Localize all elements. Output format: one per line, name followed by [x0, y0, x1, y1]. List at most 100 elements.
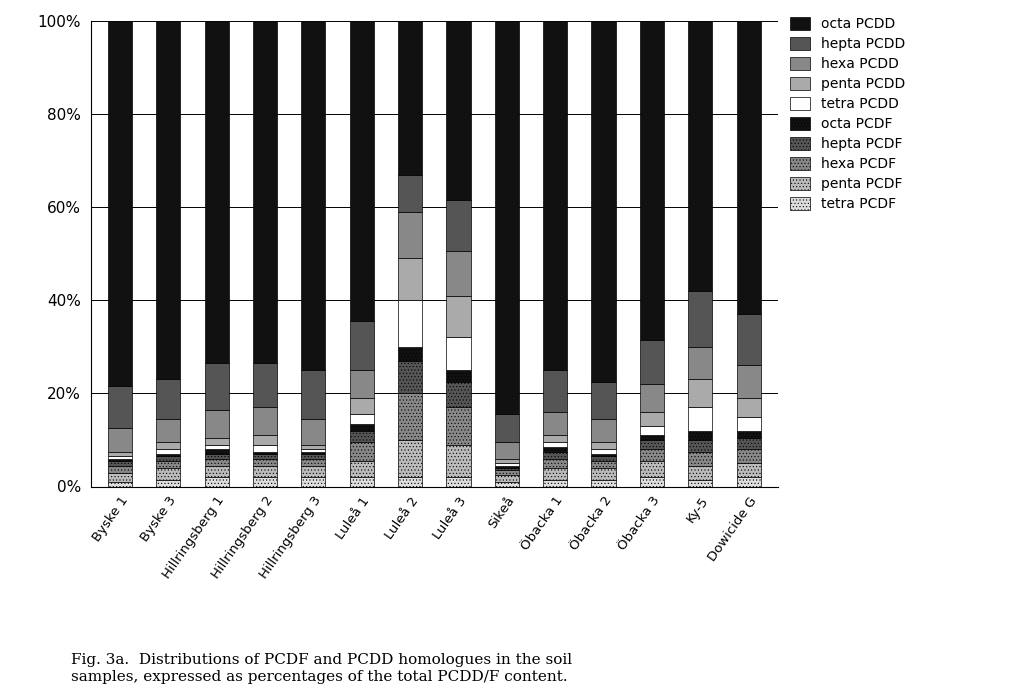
Bar — [592, 480, 616, 486]
Bar — [398, 361, 422, 393]
Bar — [640, 440, 664, 449]
Bar — [543, 468, 568, 480]
Bar — [592, 468, 616, 480]
Bar — [205, 438, 228, 445]
Bar — [301, 459, 325, 466]
Bar — [398, 259, 422, 300]
Bar — [349, 370, 374, 398]
Bar — [446, 407, 471, 445]
Bar — [736, 449, 761, 463]
Bar — [543, 480, 568, 486]
Bar — [252, 445, 277, 452]
Bar — [640, 449, 664, 461]
Bar — [398, 21, 422, 174]
Bar — [640, 477, 664, 486]
Bar — [592, 442, 616, 449]
Bar — [592, 419, 616, 442]
Bar — [252, 452, 277, 454]
Bar — [592, 21, 616, 382]
Bar — [301, 466, 325, 477]
Bar — [592, 382, 616, 419]
Bar — [640, 340, 664, 384]
Bar — [688, 379, 712, 407]
Bar — [252, 21, 277, 363]
Bar — [301, 370, 325, 419]
Bar — [398, 440, 422, 477]
Bar — [446, 445, 471, 477]
Bar — [349, 21, 374, 321]
Bar — [688, 407, 712, 431]
Bar — [157, 449, 181, 454]
Bar — [205, 445, 228, 449]
Bar — [398, 212, 422, 259]
Bar — [349, 414, 374, 424]
Bar — [108, 428, 132, 452]
Bar — [446, 252, 471, 295]
Bar — [108, 456, 132, 459]
Bar — [688, 291, 712, 347]
Bar — [592, 456, 616, 461]
Bar — [157, 379, 181, 419]
Bar — [157, 456, 181, 461]
Bar — [349, 398, 374, 414]
Bar — [398, 477, 422, 486]
Bar — [349, 321, 374, 370]
Bar — [252, 454, 277, 459]
Bar — [252, 477, 277, 486]
Bar — [543, 412, 568, 435]
Bar — [301, 477, 325, 486]
Bar — [495, 442, 519, 459]
Bar — [349, 461, 374, 477]
Bar — [205, 477, 228, 486]
Bar — [157, 21, 181, 379]
Bar — [543, 370, 568, 412]
Bar — [640, 21, 664, 340]
Bar — [108, 466, 132, 473]
Bar — [205, 449, 228, 454]
Bar — [398, 347, 422, 361]
Bar — [543, 459, 568, 468]
Bar — [252, 466, 277, 477]
Bar — [592, 454, 616, 456]
Bar — [398, 300, 422, 347]
Bar — [398, 174, 422, 212]
Bar — [495, 471, 519, 475]
Bar — [543, 21, 568, 370]
Bar — [252, 363, 277, 407]
Bar — [398, 393, 422, 440]
Bar — [349, 442, 374, 461]
Bar — [446, 338, 471, 370]
Bar — [108, 21, 132, 386]
Bar — [108, 459, 132, 461]
Bar — [446, 200, 471, 252]
Bar — [688, 452, 712, 466]
Bar — [543, 442, 568, 447]
Bar — [301, 419, 325, 445]
Bar — [301, 452, 325, 454]
Bar — [205, 363, 228, 409]
Bar — [301, 445, 325, 449]
Bar — [157, 419, 181, 442]
Bar — [736, 431, 761, 438]
Bar — [108, 452, 132, 456]
Bar — [205, 21, 228, 363]
Bar — [736, 314, 761, 366]
Bar — [205, 454, 228, 459]
Bar — [640, 435, 664, 440]
Bar — [495, 482, 519, 486]
Bar — [688, 431, 712, 440]
Bar — [157, 468, 181, 480]
Bar — [349, 431, 374, 442]
Bar — [446, 382, 471, 407]
Bar — [736, 398, 761, 416]
Text: Fig. 3a.  Distributions of PCDF and PCDD homologues in the soil
samples, express: Fig. 3a. Distributions of PCDF and PCDD … — [71, 653, 572, 683]
Bar — [495, 475, 519, 482]
Bar — [543, 452, 568, 459]
Bar — [736, 21, 761, 314]
Bar — [108, 386, 132, 428]
Bar — [495, 468, 519, 471]
Bar — [688, 347, 712, 379]
Bar — [108, 461, 132, 466]
Bar — [301, 454, 325, 459]
Bar — [736, 463, 761, 477]
